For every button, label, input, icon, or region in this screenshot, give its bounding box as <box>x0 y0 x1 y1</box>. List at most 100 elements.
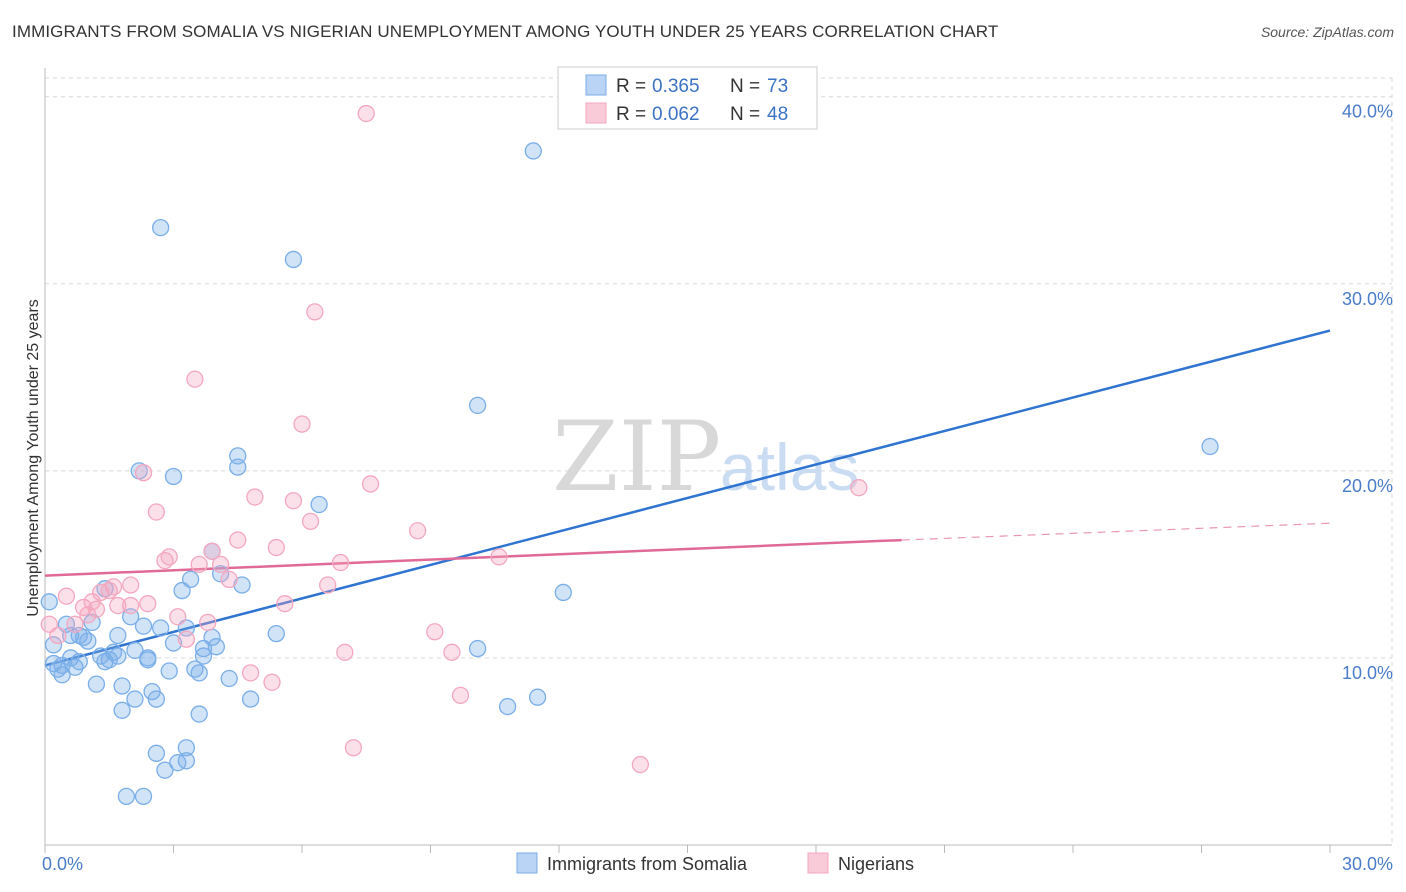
bottom-legend: Immigrants from Somalia Nigerians <box>516 852 914 874</box>
point-nigerians-26 <box>220 570 238 589</box>
point-somalia-63 <box>267 624 285 643</box>
point-nigerians-14 <box>134 464 153 482</box>
point-nigerians-45 <box>443 643 461 661</box>
point-somalia-51 <box>190 705 208 723</box>
point-nigerians-22 <box>190 555 208 574</box>
point-nigerians-12 <box>122 596 140 615</box>
point-nigerians-19 <box>169 608 187 626</box>
y-axis-label: Unemployment Among Youth under 25 years <box>25 299 42 617</box>
point-somalia-37 <box>151 619 170 637</box>
point-nigerians-47 <box>490 548 508 566</box>
point-somalia-46 <box>177 752 196 770</box>
legend-swatch-nigerians <box>585 102 607 124</box>
bottom-legend-label-nigerians: Nigerians <box>838 854 914 874</box>
point-nigerians-46 <box>451 686 470 704</box>
point-nigerians-15 <box>139 595 157 613</box>
point-nigerians-36 <box>306 303 324 321</box>
point-nigerians-2 <box>57 587 76 605</box>
source-label: Source: ZipAtlas.com <box>1260 24 1394 40</box>
legend-r-value-nigerians: 0.062 <box>652 104 700 125</box>
series-somalia-points <box>40 142 1219 806</box>
point-nigerians-21 <box>186 370 204 388</box>
point-somalia-25 <box>117 787 136 806</box>
y-tick-label-2: 30.0% <box>1342 289 1393 309</box>
watermark: ZIP atlas <box>552 401 859 513</box>
point-somalia-30 <box>134 787 153 806</box>
point-somalia-33 <box>139 649 157 667</box>
point-somalia-42 <box>164 634 183 652</box>
trend-line-somalia <box>44 329 1331 667</box>
legend-r-value-somalia: 0.365 <box>652 76 700 97</box>
point-nigerians-28 <box>241 664 260 682</box>
point-somalia-72 <box>1201 437 1219 456</box>
point-nigerians-30 <box>263 673 281 691</box>
x-tick-label-0: 0.0% <box>42 854 83 874</box>
point-somalia-65 <box>310 495 328 514</box>
point-nigerians-13 <box>122 576 140 594</box>
point-nigerians-20 <box>177 630 196 648</box>
point-somalia-57 <box>211 565 230 583</box>
point-somalia-10 <box>70 653 88 671</box>
point-nigerians-5 <box>79 606 97 624</box>
legend-r-label-somalia: R = <box>616 76 646 97</box>
axes <box>44 68 1392 853</box>
trend-line-nigerians <box>44 538 902 577</box>
point-somalia-67 <box>468 639 487 658</box>
bottom-legend-label-somalia: Immigrants from Somalia <box>547 854 748 874</box>
point-nigerians-44 <box>426 623 444 641</box>
point-somalia-27 <box>126 641 144 660</box>
point-somalia-28 <box>126 690 144 708</box>
point-nigerians-32 <box>276 595 294 613</box>
legend-n-label-somalia: N = <box>730 76 760 97</box>
point-somalia-66 <box>468 396 487 415</box>
point-somalia-56 <box>207 638 225 656</box>
point-nigerians-43 <box>408 522 427 540</box>
x-tick-label-1: 30.0% <box>1342 854 1393 874</box>
point-somalia-35 <box>147 690 166 708</box>
point-somalia-31 <box>134 617 153 635</box>
point-nigerians-29 <box>246 488 264 506</box>
point-nigerians-34 <box>293 415 311 433</box>
point-somalia-36 <box>147 744 166 762</box>
point-nigerians-24 <box>203 542 221 560</box>
point-nigerians-3 <box>66 615 84 633</box>
point-nigerians-23 <box>199 613 217 632</box>
point-nigerians-35 <box>301 512 320 531</box>
point-somalia-53 <box>194 647 213 665</box>
point-somalia-62 <box>241 690 260 708</box>
bottom-legend-swatch-somalia <box>516 852 538 874</box>
watermark-atlas: atlas <box>720 430 859 504</box>
point-nigerians-39 <box>336 643 354 661</box>
trend-lines <box>44 329 1331 667</box>
point-somalia-23 <box>113 701 131 719</box>
point-somalia-58 <box>220 669 238 688</box>
bottom-legend-swatch-nigerians <box>807 852 829 874</box>
point-somalia-21 <box>109 647 127 665</box>
point-somalia-41 <box>164 467 183 486</box>
point-nigerians-42 <box>361 475 380 493</box>
legend-n-value-nigerians: 48 <box>767 104 788 125</box>
watermark-zip: ZIP <box>552 401 721 513</box>
point-somalia-47 <box>177 739 196 757</box>
legend-n-value-somalia: 73 <box>767 76 788 97</box>
legend-n-label-nigerians: N = <box>730 104 760 125</box>
point-somalia-48 <box>181 570 200 589</box>
point-somalia-7 <box>62 649 80 667</box>
point-nigerians-31 <box>267 538 285 557</box>
trend-line-nigerians-extension <box>901 522 1331 541</box>
point-nigerians-41 <box>357 104 375 123</box>
series-nigerians-points <box>40 104 868 774</box>
point-somalia-60 <box>229 458 247 476</box>
y-tick-label-3: 40.0% <box>1342 102 1393 122</box>
y-tick-label-1: 20.0% <box>1342 476 1393 496</box>
point-somalia-40 <box>160 662 178 680</box>
point-nigerians-48 <box>631 755 650 774</box>
legend-r-label-nigerians: R = <box>616 104 646 125</box>
point-nigerians-40 <box>344 739 363 757</box>
point-somalia-71 <box>554 583 572 602</box>
point-somalia-50 <box>190 664 208 682</box>
point-somalia-22 <box>109 626 127 645</box>
point-nigerians-38 <box>331 553 350 572</box>
y-tick-label-0: 10.0% <box>1342 663 1393 683</box>
